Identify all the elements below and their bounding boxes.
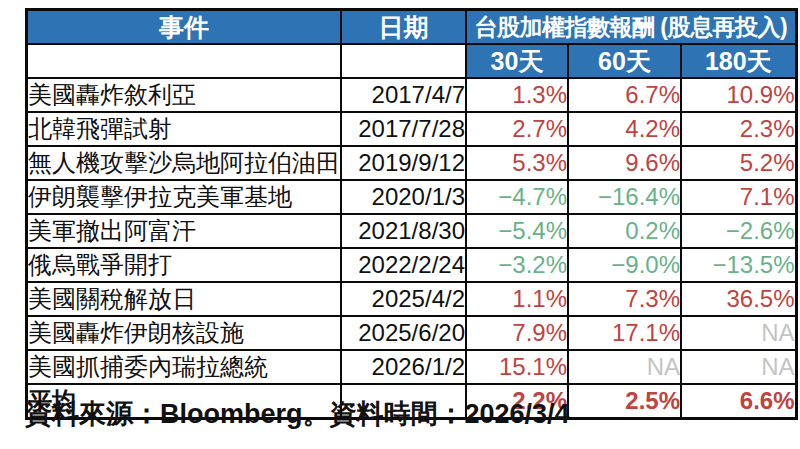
return-cell-30d: 1.1% bbox=[466, 282, 568, 316]
table-row: 美國關稅解放日 2025/4/2 1.1% 7.3% 36.5% bbox=[27, 282, 797, 316]
header-period-30d: 30天 bbox=[466, 44, 568, 78]
source-note: 資料來源：Bloomberg。資料時間：2026/3/4 bbox=[25, 396, 570, 432]
return-cell-30d: −3.2% bbox=[466, 248, 568, 282]
return-cell-180d: 10.9% bbox=[681, 78, 796, 112]
event-returns-table: 事件 日期 台股加權指數報酬 (股息再投入) 30天 60天 180天 美國轟炸… bbox=[25, 8, 798, 420]
return-cell-180d: NA bbox=[681, 350, 796, 384]
return-cell-30d: −4.7% bbox=[466, 180, 568, 214]
table-row: 伊朗襲擊伊拉克美軍基地 2020/1/3 −4.7% −16.4% 7.1% bbox=[27, 180, 797, 214]
return-cell-180d: 2.3% bbox=[681, 112, 796, 146]
table-row: 美國轟炸敘利亞 2017/4/7 1.3% 6.7% 10.9% bbox=[27, 78, 797, 112]
header-date: 日期 bbox=[341, 10, 466, 45]
date-cell: 2022/2/24 bbox=[341, 248, 466, 282]
table-row: 美軍撤出阿富汗 2021/8/30 −5.4% 0.2% −2.6% bbox=[27, 214, 797, 248]
return-cell-60d: 7.3% bbox=[568, 282, 681, 316]
table-row: 俄烏戰爭開打 2022/2/24 −3.2% −9.0% −13.5% bbox=[27, 248, 797, 282]
return-cell-60d: 4.2% bbox=[568, 112, 681, 146]
return-cell-30d: −5.4% bbox=[466, 214, 568, 248]
table-row: 北韓飛彈試射 2017/7/28 2.7% 4.2% 2.3% bbox=[27, 112, 797, 146]
event-cell: 北韓飛彈試射 bbox=[27, 112, 342, 146]
return-cell-60d: 17.1% bbox=[568, 316, 681, 350]
return-cell-30d: 1.3% bbox=[466, 78, 568, 112]
return-cell-60d: NA bbox=[568, 350, 681, 384]
event-cell: 伊朗襲擊伊拉克美軍基地 bbox=[27, 180, 342, 214]
return-cell-180d: 36.5% bbox=[681, 282, 796, 316]
header-period-180d: 180天 bbox=[681, 44, 796, 78]
date-cell: 2025/4/2 bbox=[341, 282, 466, 316]
event-cell: 美軍撤出阿富汗 bbox=[27, 214, 342, 248]
event-cell: 美國轟炸伊朗核設施 bbox=[27, 316, 342, 350]
return-cell-180d: NA bbox=[681, 316, 796, 350]
subheader-date-empty bbox=[341, 44, 466, 78]
return-cell-60d: −16.4% bbox=[568, 180, 681, 214]
subheader-row: 30天 60天 180天 bbox=[27, 44, 797, 78]
return-cell-60d: 0.2% bbox=[568, 214, 681, 248]
date-cell: 2021/8/30 bbox=[341, 214, 466, 248]
return-cell-30d: 2.7% bbox=[466, 112, 568, 146]
date-cell: 2025/6/20 bbox=[341, 316, 466, 350]
header-returns-group: 台股加權指數報酬 (股息再投入) bbox=[466, 10, 796, 45]
return-cell-180d: −13.5% bbox=[681, 248, 796, 282]
header-period-60d: 60天 bbox=[568, 44, 681, 78]
return-cell-180d: 5.2% bbox=[681, 146, 796, 180]
return-cell-180d: −2.6% bbox=[681, 214, 796, 248]
table-row: 無人機攻擊沙烏地阿拉伯油田 2019/9/12 5.3% 9.6% 5.2% bbox=[27, 146, 797, 180]
header-row: 事件 日期 台股加權指數報酬 (股息再投入) bbox=[27, 10, 797, 45]
table-row: 美國轟炸伊朗核設施 2025/6/20 7.9% 17.1% NA bbox=[27, 316, 797, 350]
return-cell-30d: 15.1% bbox=[466, 350, 568, 384]
date-cell: 2017/7/28 bbox=[341, 112, 466, 146]
event-cell: 俄烏戰爭開打 bbox=[27, 248, 342, 282]
return-cell-60d: 9.6% bbox=[568, 146, 681, 180]
table-row: 美國抓捕委內瑞拉總統 2026/1/2 15.1% NA NA bbox=[27, 350, 797, 384]
event-cell: 美國關稅解放日 bbox=[27, 282, 342, 316]
subheader-event-empty bbox=[27, 44, 342, 78]
table-graphic: 事件 日期 台股加權指數報酬 (股息再投入) 30天 60天 180天 美國轟炸… bbox=[0, 0, 800, 449]
event-cell: 美國轟炸敘利亞 bbox=[27, 78, 342, 112]
header-event: 事件 bbox=[27, 10, 342, 45]
average-cell-60d: 2.5% bbox=[568, 384, 681, 419]
return-cell-60d: −9.0% bbox=[568, 248, 681, 282]
date-cell: 2017/4/7 bbox=[341, 78, 466, 112]
average-cell-180d: 6.6% bbox=[681, 384, 796, 419]
date-cell: 2026/1/2 bbox=[341, 350, 466, 384]
return-cell-30d: 7.9% bbox=[466, 316, 568, 350]
date-cell: 2019/9/12 bbox=[341, 146, 466, 180]
event-cell: 美國抓捕委內瑞拉總統 bbox=[27, 350, 342, 384]
return-cell-180d: 7.1% bbox=[681, 180, 796, 214]
return-cell-60d: 6.7% bbox=[568, 78, 681, 112]
event-cell: 無人機攻擊沙烏地阿拉伯油田 bbox=[27, 146, 342, 180]
return-cell-30d: 5.3% bbox=[466, 146, 568, 180]
date-cell: 2020/1/3 bbox=[341, 180, 466, 214]
